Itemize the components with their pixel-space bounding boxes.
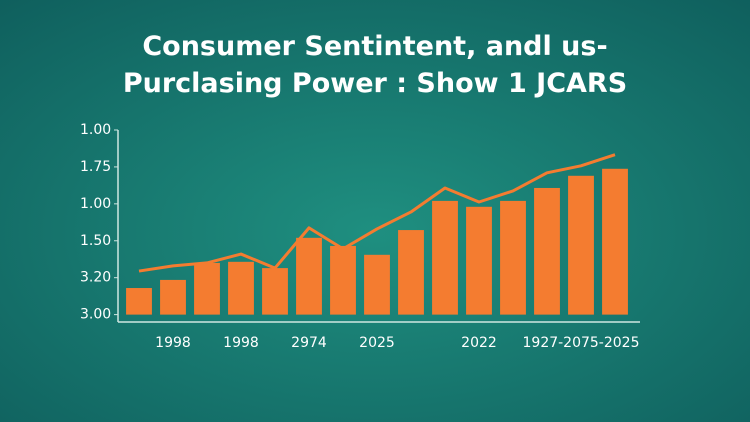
y-tick-label: 1.75 [80,159,111,175]
x-tick-label: 2025 [359,335,395,351]
bar [466,206,492,315]
bar [568,175,594,315]
x-tick-label: 1998 [155,335,191,351]
bar [160,279,186,315]
bar [500,200,526,315]
line [138,153,616,273]
bar [398,230,424,315]
x-tick-label: 2022 [461,335,497,351]
y-tick-label: 1.00 [80,196,111,212]
bar [432,200,458,315]
bar [330,245,356,315]
bar [534,187,560,315]
chart-subtitle: Purclasing Power : Show 1 JCARS [123,68,627,99]
bar [262,268,288,315]
y-tick-label: 3.20 [80,270,111,286]
bar [364,254,390,315]
y-tick-label: 1.50 [80,233,111,249]
y-tick-label: 3.00 [80,307,111,323]
bar [602,168,628,315]
y-tick-label: 1.00 [80,122,111,138]
x-tick-label: 2974 [291,335,327,351]
chart-title: Consumer Sentintent, andl us- [142,31,607,62]
bar [296,237,322,315]
bar [194,262,220,315]
x-tick-label: 1927-2075-2025 [523,335,640,351]
bar [228,261,254,315]
bar [126,288,152,315]
x-tick-label: 1998 [223,335,259,351]
